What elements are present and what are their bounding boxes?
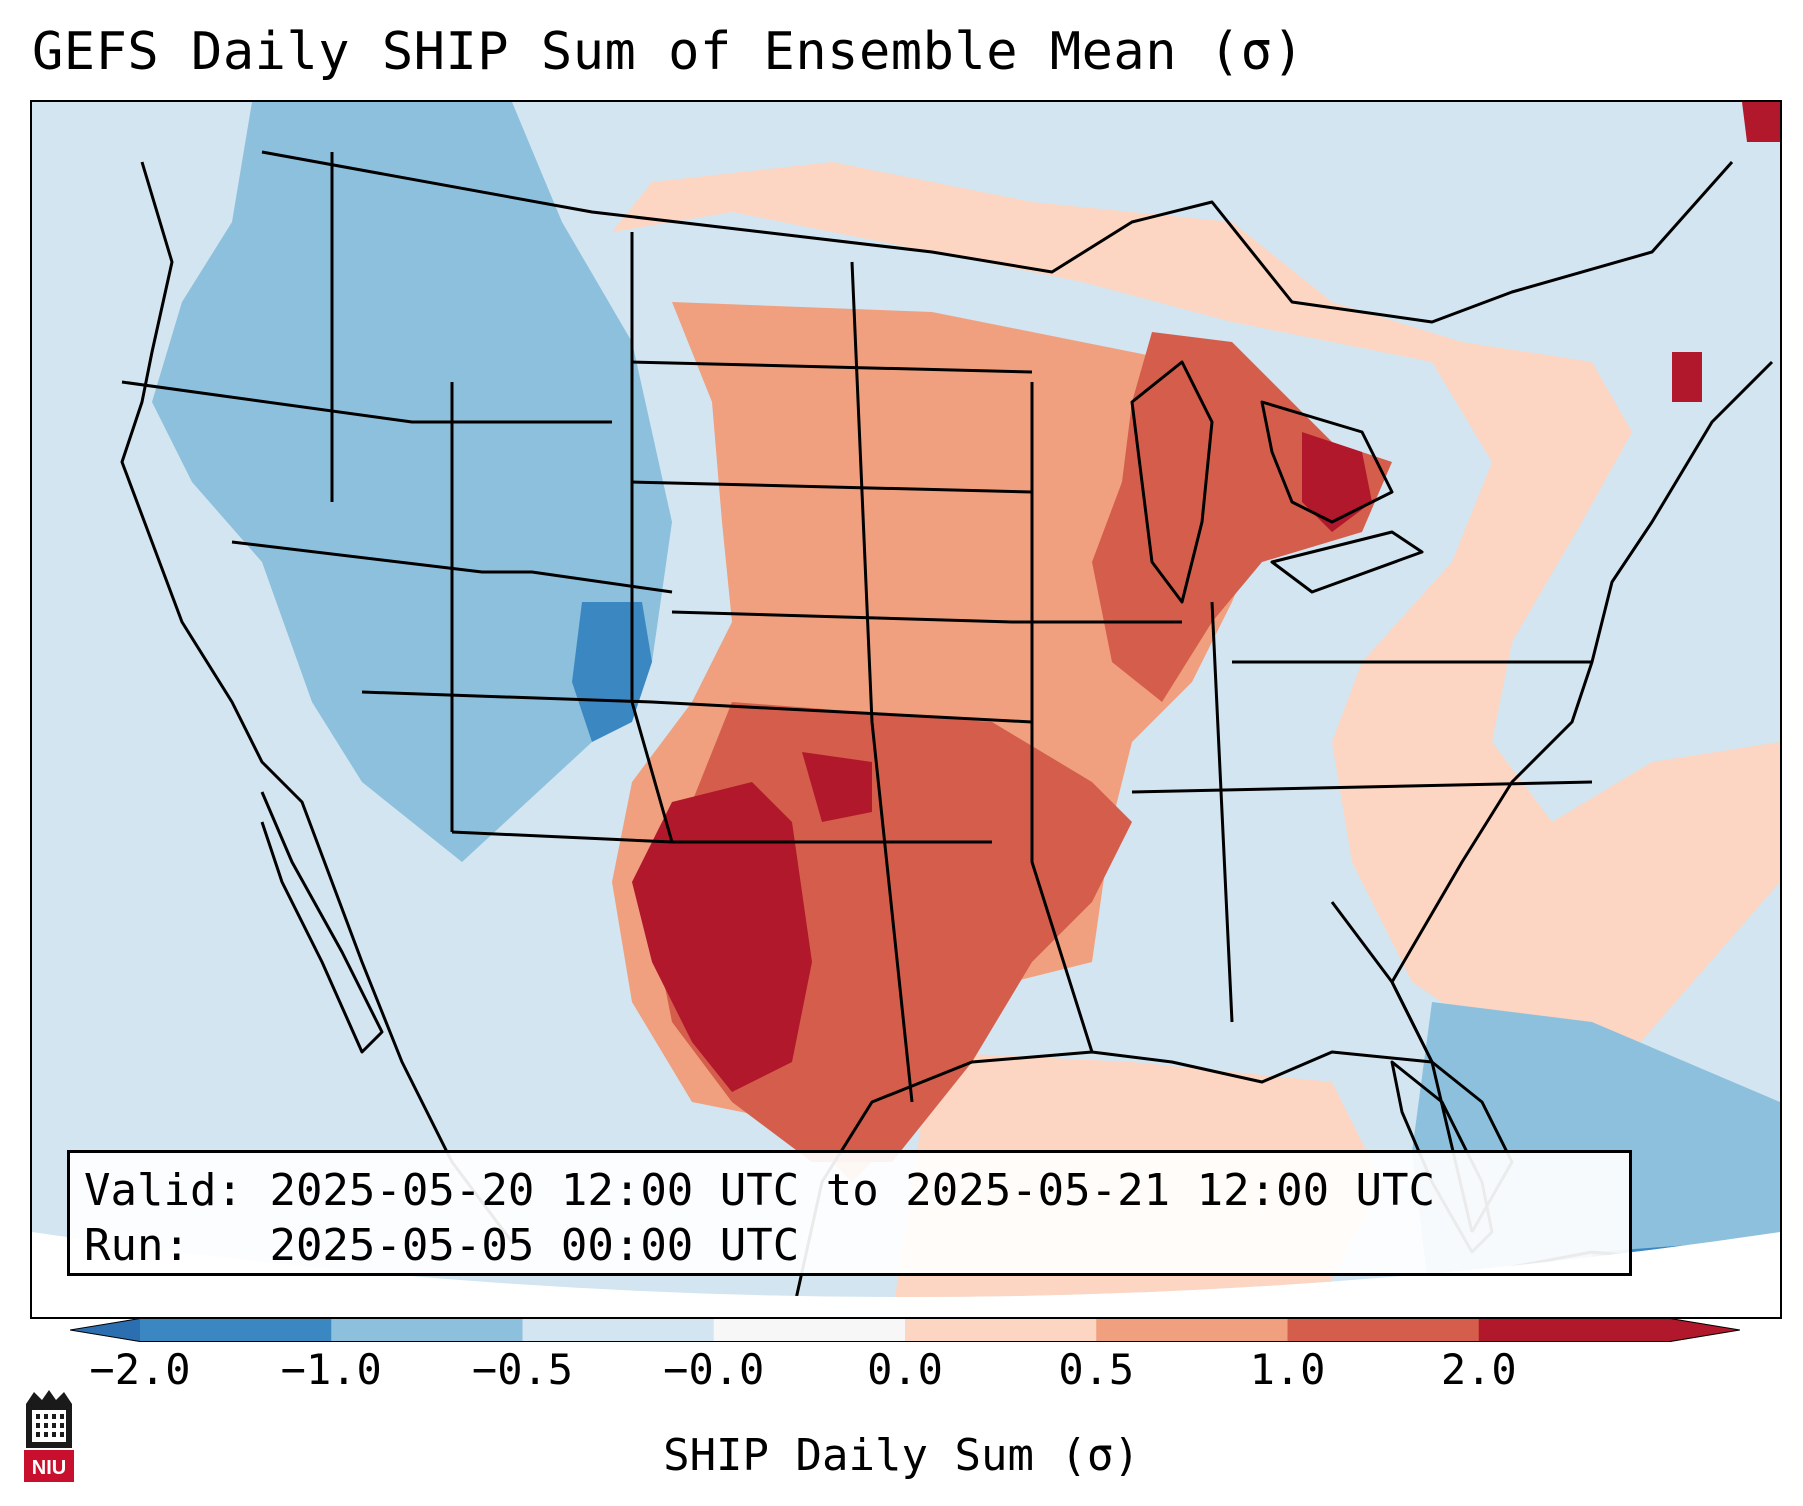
- anomaly-pos-great-lakes: [1092, 332, 1392, 702]
- state-line-5: [631, 360, 1033, 374]
- us-canada-border: [261, 150, 1734, 324]
- map-boundaries: [120, 150, 1774, 1297]
- colorbar-tick-label: −0.5: [471, 1345, 574, 1394]
- anomaly-pos-light: [612, 162, 1780, 1062]
- state-line-10: [630, 232, 674, 843]
- colorbar-tick-label: 1.0: [1249, 1345, 1326, 1394]
- lake-erie: [1270, 530, 1424, 594]
- baja-california: [260, 791, 384, 1054]
- chart-title: GEFS Daily SHIP Sum of Ensemble Mean (σ): [32, 22, 1305, 82]
- anomaly-max-michigan: [1302, 432, 1372, 532]
- colorbar-outline: [70, 1318, 1740, 1342]
- state-line-13: [1210, 601, 1234, 1023]
- colorbar-bin: [331, 1318, 523, 1342]
- anomaly-max-oklahoma: [802, 752, 872, 822]
- colorbar-bin: [1478, 1318, 1671, 1342]
- run-row: Run: 2025-05-05 00:00 UTC: [84, 1218, 1629, 1273]
- anomaly-max-maine: [1672, 352, 1702, 402]
- lake-huron: [1260, 400, 1394, 524]
- colorbar-bin: [713, 1318, 906, 1342]
- colorbar-bin: [1287, 1318, 1480, 1342]
- colorbar-bin: [140, 1318, 332, 1342]
- run-value: 2025-05-05 00:00 UTC: [269, 1220, 800, 1271]
- state-line-3: [361, 690, 1033, 724]
- state-line-2: [231, 540, 673, 594]
- valid-run-info-box: Valid: 2025-05-20 12:00 UTC to 2025-05-2…: [67, 1150, 1632, 1276]
- niu-logo: NIU: [24, 1390, 74, 1482]
- colorbar-label: SHIP Daily Sum (σ): [663, 1430, 1140, 1481]
- map-panel: [30, 100, 1782, 1319]
- anomaly-max-quebec: [1742, 102, 1780, 142]
- colorbar-ticks: −2.0 −1.0 −0.5 −0.0 0.0 0.5 1.0 2.0: [0, 1345, 1803, 1405]
- state-line-7: [671, 610, 1182, 624]
- valid-row: Valid: 2025-05-20 12:00 UTC to 2025-05-2…: [84, 1163, 1629, 1218]
- gulf-coast: [790, 1050, 1514, 1297]
- colorbar-tick-label: 0.5: [1058, 1345, 1135, 1394]
- colorbar: [70, 1318, 1740, 1342]
- state-line-1: [121, 380, 612, 424]
- colorbar-extend-low: [70, 1318, 140, 1342]
- colorbar-bin: [522, 1318, 715, 1342]
- colorbar-tick-label: −0.0: [663, 1345, 765, 1394]
- svg-text:NIU: NIU: [32, 1457, 66, 1479]
- colorbar-tick-label: 2.0: [1440, 1345, 1517, 1394]
- state-line-12: [1030, 382, 1094, 1053]
- us-coastline-west: [120, 161, 514, 1243]
- map-svg: [32, 102, 1780, 1297]
- valid-label: Valid:: [84, 1165, 243, 1216]
- colorbar-tick-label: −1.0: [280, 1345, 382, 1394]
- colorbar-bin: [1096, 1318, 1288, 1342]
- lake-michigan: [1130, 360, 1214, 604]
- state-line-6: [631, 480, 1033, 494]
- anomaly-max-texas: [632, 782, 812, 1092]
- run-label: Run:: [84, 1220, 190, 1271]
- colorbar-tick-label: −2.0: [89, 1345, 191, 1394]
- valid-value: 2025-05-20 12:00 UTC to 2025-05-21 12:00…: [269, 1165, 1436, 1216]
- anomaly-neg-west: [152, 102, 672, 862]
- state-line-11: [850, 261, 914, 1103]
- colorbar-extend-high: [1670, 1318, 1740, 1342]
- colorbar-tick-label: 0.0: [867, 1345, 943, 1394]
- colorbar-bin: [905, 1318, 1097, 1342]
- state-line-16: [1330, 901, 1434, 1063]
- state-line-14: [1131, 780, 1593, 794]
